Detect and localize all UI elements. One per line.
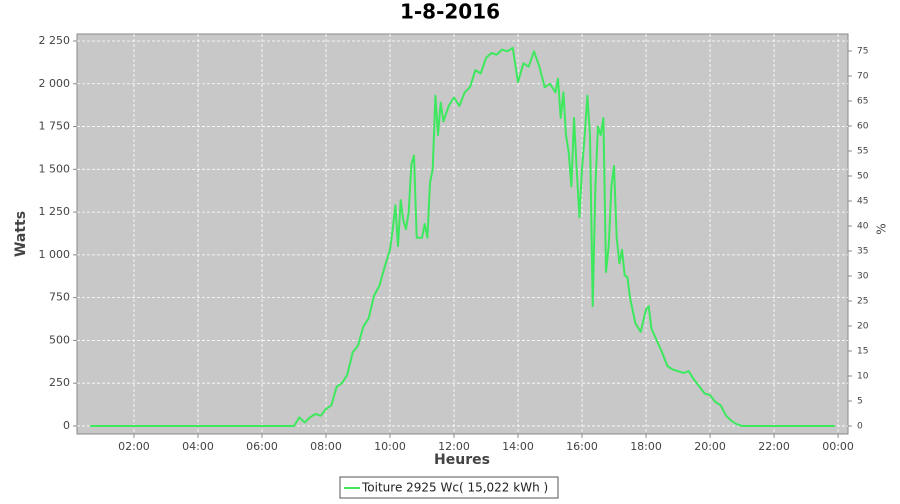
y2-tick-label: 5	[857, 397, 863, 407]
y-tick-label: 750	[49, 291, 70, 304]
y2-tick-label: 60	[857, 122, 869, 132]
y-tick-label: 0	[63, 419, 70, 432]
y-tick-label: 250	[49, 376, 70, 389]
y2-tick-label: 20	[857, 322, 869, 332]
y2-tick-label: 0	[857, 422, 863, 432]
y2-tick-label: 65	[857, 97, 868, 107]
y2-axis-label: %	[875, 223, 889, 234]
x-tick-label: 10:00	[374, 440, 406, 453]
y-axis-label: Watts	[13, 211, 29, 257]
x-axis-label: Heures	[434, 452, 490, 468]
x-tick-label: 02:00	[118, 440, 150, 453]
y2-tick-label: 45	[857, 197, 868, 207]
y-tick-label: 1 750	[39, 120, 71, 133]
x-tick-label: 18:00	[630, 440, 662, 453]
y2-tick-label: 10	[857, 372, 869, 382]
chart-title: 1-8-2016	[400, 0, 500, 24]
plot-area	[76, 33, 849, 435]
y2-tick-label: 35	[857, 247, 868, 257]
y-tick-label: 2 250	[39, 34, 71, 47]
legend-box	[339, 476, 559, 499]
y2-tick-label: 55	[857, 147, 868, 157]
x-tick-label: 00:00	[822, 440, 854, 453]
x-tick-label: 08:00	[310, 440, 342, 453]
y-tick-label: 1 500	[39, 162, 71, 175]
y2-tick-label: 30	[857, 272, 869, 282]
legend-label: Toiture 2925 Wc( 15,022 kWh )	[361, 481, 548, 495]
y2-tick-label: 50	[857, 172, 869, 182]
y-tick-label: 500	[49, 333, 70, 346]
y-tick-label: 1 250	[39, 205, 71, 218]
x-tick-label: 16:00	[566, 440, 598, 453]
y-tick-label: 2 000	[39, 77, 71, 90]
x-tick-label: 06:00	[246, 440, 278, 453]
x-tick-label: 14:00	[502, 440, 534, 453]
x-tick-label: 20:00	[694, 440, 726, 453]
y2-tick-label: 25	[857, 297, 868, 307]
data-line	[90, 46, 835, 427]
y-tick-label: 1 000	[39, 248, 71, 261]
y2-tick-label: 75	[857, 47, 868, 57]
y2-tick-label: 40	[857, 222, 869, 232]
x-tick-label: 04:00	[182, 440, 214, 453]
x-tick-label: 12:00	[438, 440, 470, 453]
y2-tick-label: 15	[857, 347, 868, 357]
y2-tick-label: 70	[857, 72, 869, 82]
x-tick-label: 22:00	[758, 440, 790, 453]
